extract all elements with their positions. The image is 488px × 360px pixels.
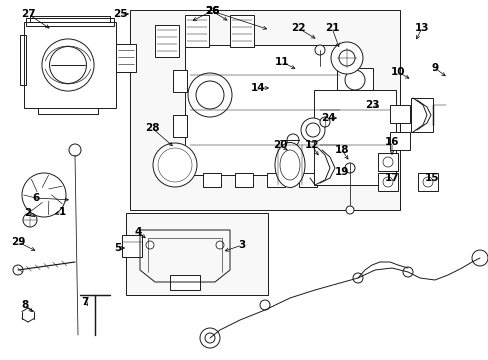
Bar xyxy=(184,15,208,47)
Bar xyxy=(389,132,409,150)
Bar xyxy=(389,105,409,123)
Circle shape xyxy=(352,273,362,283)
Text: 29: 29 xyxy=(11,237,25,247)
Text: 3: 3 xyxy=(238,240,245,250)
Text: 14: 14 xyxy=(250,83,265,93)
Circle shape xyxy=(382,177,392,187)
Text: 20: 20 xyxy=(272,140,286,150)
Text: 25: 25 xyxy=(113,9,127,19)
Text: 4: 4 xyxy=(134,227,142,237)
Text: 2: 2 xyxy=(24,208,32,218)
Circle shape xyxy=(301,118,325,142)
Text: 17: 17 xyxy=(384,173,399,183)
Text: 21: 21 xyxy=(324,23,339,33)
Text: 26: 26 xyxy=(204,6,219,16)
Circle shape xyxy=(345,163,354,173)
Bar xyxy=(342,60,356,78)
Bar xyxy=(377,173,397,191)
Circle shape xyxy=(196,81,224,109)
Bar xyxy=(170,275,200,290)
Circle shape xyxy=(471,250,487,266)
Bar xyxy=(173,115,186,137)
Text: 26: 26 xyxy=(204,6,219,16)
Circle shape xyxy=(286,134,298,146)
Text: 8: 8 xyxy=(21,300,29,310)
Bar xyxy=(336,68,372,90)
Text: 28: 28 xyxy=(144,123,159,133)
Circle shape xyxy=(305,123,319,137)
Text: 5: 5 xyxy=(114,243,122,253)
Bar xyxy=(184,45,345,175)
Bar xyxy=(313,90,395,185)
Bar xyxy=(26,18,114,26)
Ellipse shape xyxy=(280,150,299,180)
Circle shape xyxy=(13,265,23,275)
Bar xyxy=(266,173,285,187)
Circle shape xyxy=(153,143,197,187)
Circle shape xyxy=(204,333,215,343)
Bar xyxy=(20,35,26,85)
Circle shape xyxy=(338,50,354,66)
Text: 10: 10 xyxy=(390,67,405,77)
Bar xyxy=(410,98,432,132)
Circle shape xyxy=(42,39,94,91)
Text: 1: 1 xyxy=(58,207,65,217)
Circle shape xyxy=(314,45,325,55)
Bar xyxy=(130,10,399,210)
Bar xyxy=(173,70,186,92)
Bar xyxy=(342,116,356,134)
Bar xyxy=(229,15,253,47)
Bar xyxy=(417,173,437,191)
Circle shape xyxy=(346,206,353,214)
Circle shape xyxy=(146,241,154,249)
Text: 26: 26 xyxy=(204,6,219,16)
Bar xyxy=(126,213,267,295)
Circle shape xyxy=(422,177,432,187)
Text: 13: 13 xyxy=(414,23,428,33)
Text: 19: 19 xyxy=(334,167,348,177)
Bar xyxy=(235,173,252,187)
Text: 22: 22 xyxy=(290,23,305,33)
Text: 23: 23 xyxy=(364,100,379,110)
Bar xyxy=(342,88,356,106)
Text: 18: 18 xyxy=(334,145,348,155)
Circle shape xyxy=(319,117,329,127)
Bar xyxy=(24,22,116,108)
Text: 24: 24 xyxy=(320,113,335,123)
Bar xyxy=(155,25,179,57)
Text: 6: 6 xyxy=(32,193,40,203)
Circle shape xyxy=(22,173,66,217)
Bar xyxy=(377,153,397,171)
Bar xyxy=(298,173,316,187)
Circle shape xyxy=(69,144,81,156)
Text: 16: 16 xyxy=(384,137,398,147)
Circle shape xyxy=(345,70,364,90)
Circle shape xyxy=(260,300,269,310)
Circle shape xyxy=(23,213,37,227)
Circle shape xyxy=(382,157,392,167)
Circle shape xyxy=(402,267,412,277)
Circle shape xyxy=(200,328,220,348)
Bar xyxy=(342,144,356,162)
Circle shape xyxy=(330,42,362,74)
Circle shape xyxy=(187,73,231,117)
Text: 7: 7 xyxy=(81,297,88,307)
Text: 15: 15 xyxy=(424,173,438,183)
Bar xyxy=(116,44,136,72)
Circle shape xyxy=(49,46,86,84)
Ellipse shape xyxy=(274,143,305,188)
Circle shape xyxy=(158,148,192,182)
Text: 11: 11 xyxy=(274,57,289,67)
Bar xyxy=(122,235,142,257)
Text: 9: 9 xyxy=(430,63,438,73)
Circle shape xyxy=(216,241,224,249)
Bar xyxy=(203,173,221,187)
Text: 12: 12 xyxy=(304,140,319,150)
Text: 27: 27 xyxy=(20,9,35,19)
